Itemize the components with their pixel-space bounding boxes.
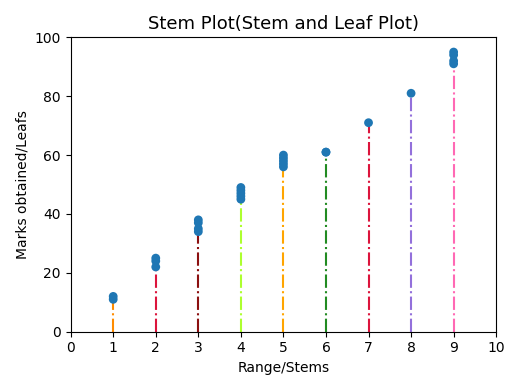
Point — [237, 196, 245, 202]
Point — [152, 255, 160, 261]
Point — [237, 184, 245, 191]
Point — [194, 225, 202, 232]
Point — [152, 264, 160, 270]
Point — [449, 61, 458, 67]
X-axis label: Range/Stems: Range/Stems — [237, 361, 330, 375]
Point — [237, 190, 245, 197]
Y-axis label: Marks obtained/Leafs: Marks obtained/Leafs — [15, 110, 29, 259]
Point — [279, 161, 288, 167]
Point — [365, 120, 373, 126]
Point — [322, 149, 330, 155]
Point — [279, 158, 288, 164]
Title: Stem Plot(Stem and Leaf Plot): Stem Plot(Stem and Leaf Plot) — [148, 15, 419, 33]
Point — [109, 296, 118, 303]
Point — [407, 90, 415, 96]
Point — [152, 258, 160, 264]
Point — [449, 52, 458, 58]
Point — [322, 149, 330, 155]
Point — [279, 155, 288, 161]
Point — [449, 49, 458, 55]
Point — [279, 164, 288, 170]
Point — [449, 58, 458, 64]
Point — [194, 229, 202, 235]
Point — [237, 187, 245, 193]
Point — [194, 220, 202, 226]
Point — [109, 293, 118, 300]
Point — [237, 193, 245, 199]
Point — [194, 217, 202, 223]
Point — [279, 152, 288, 158]
